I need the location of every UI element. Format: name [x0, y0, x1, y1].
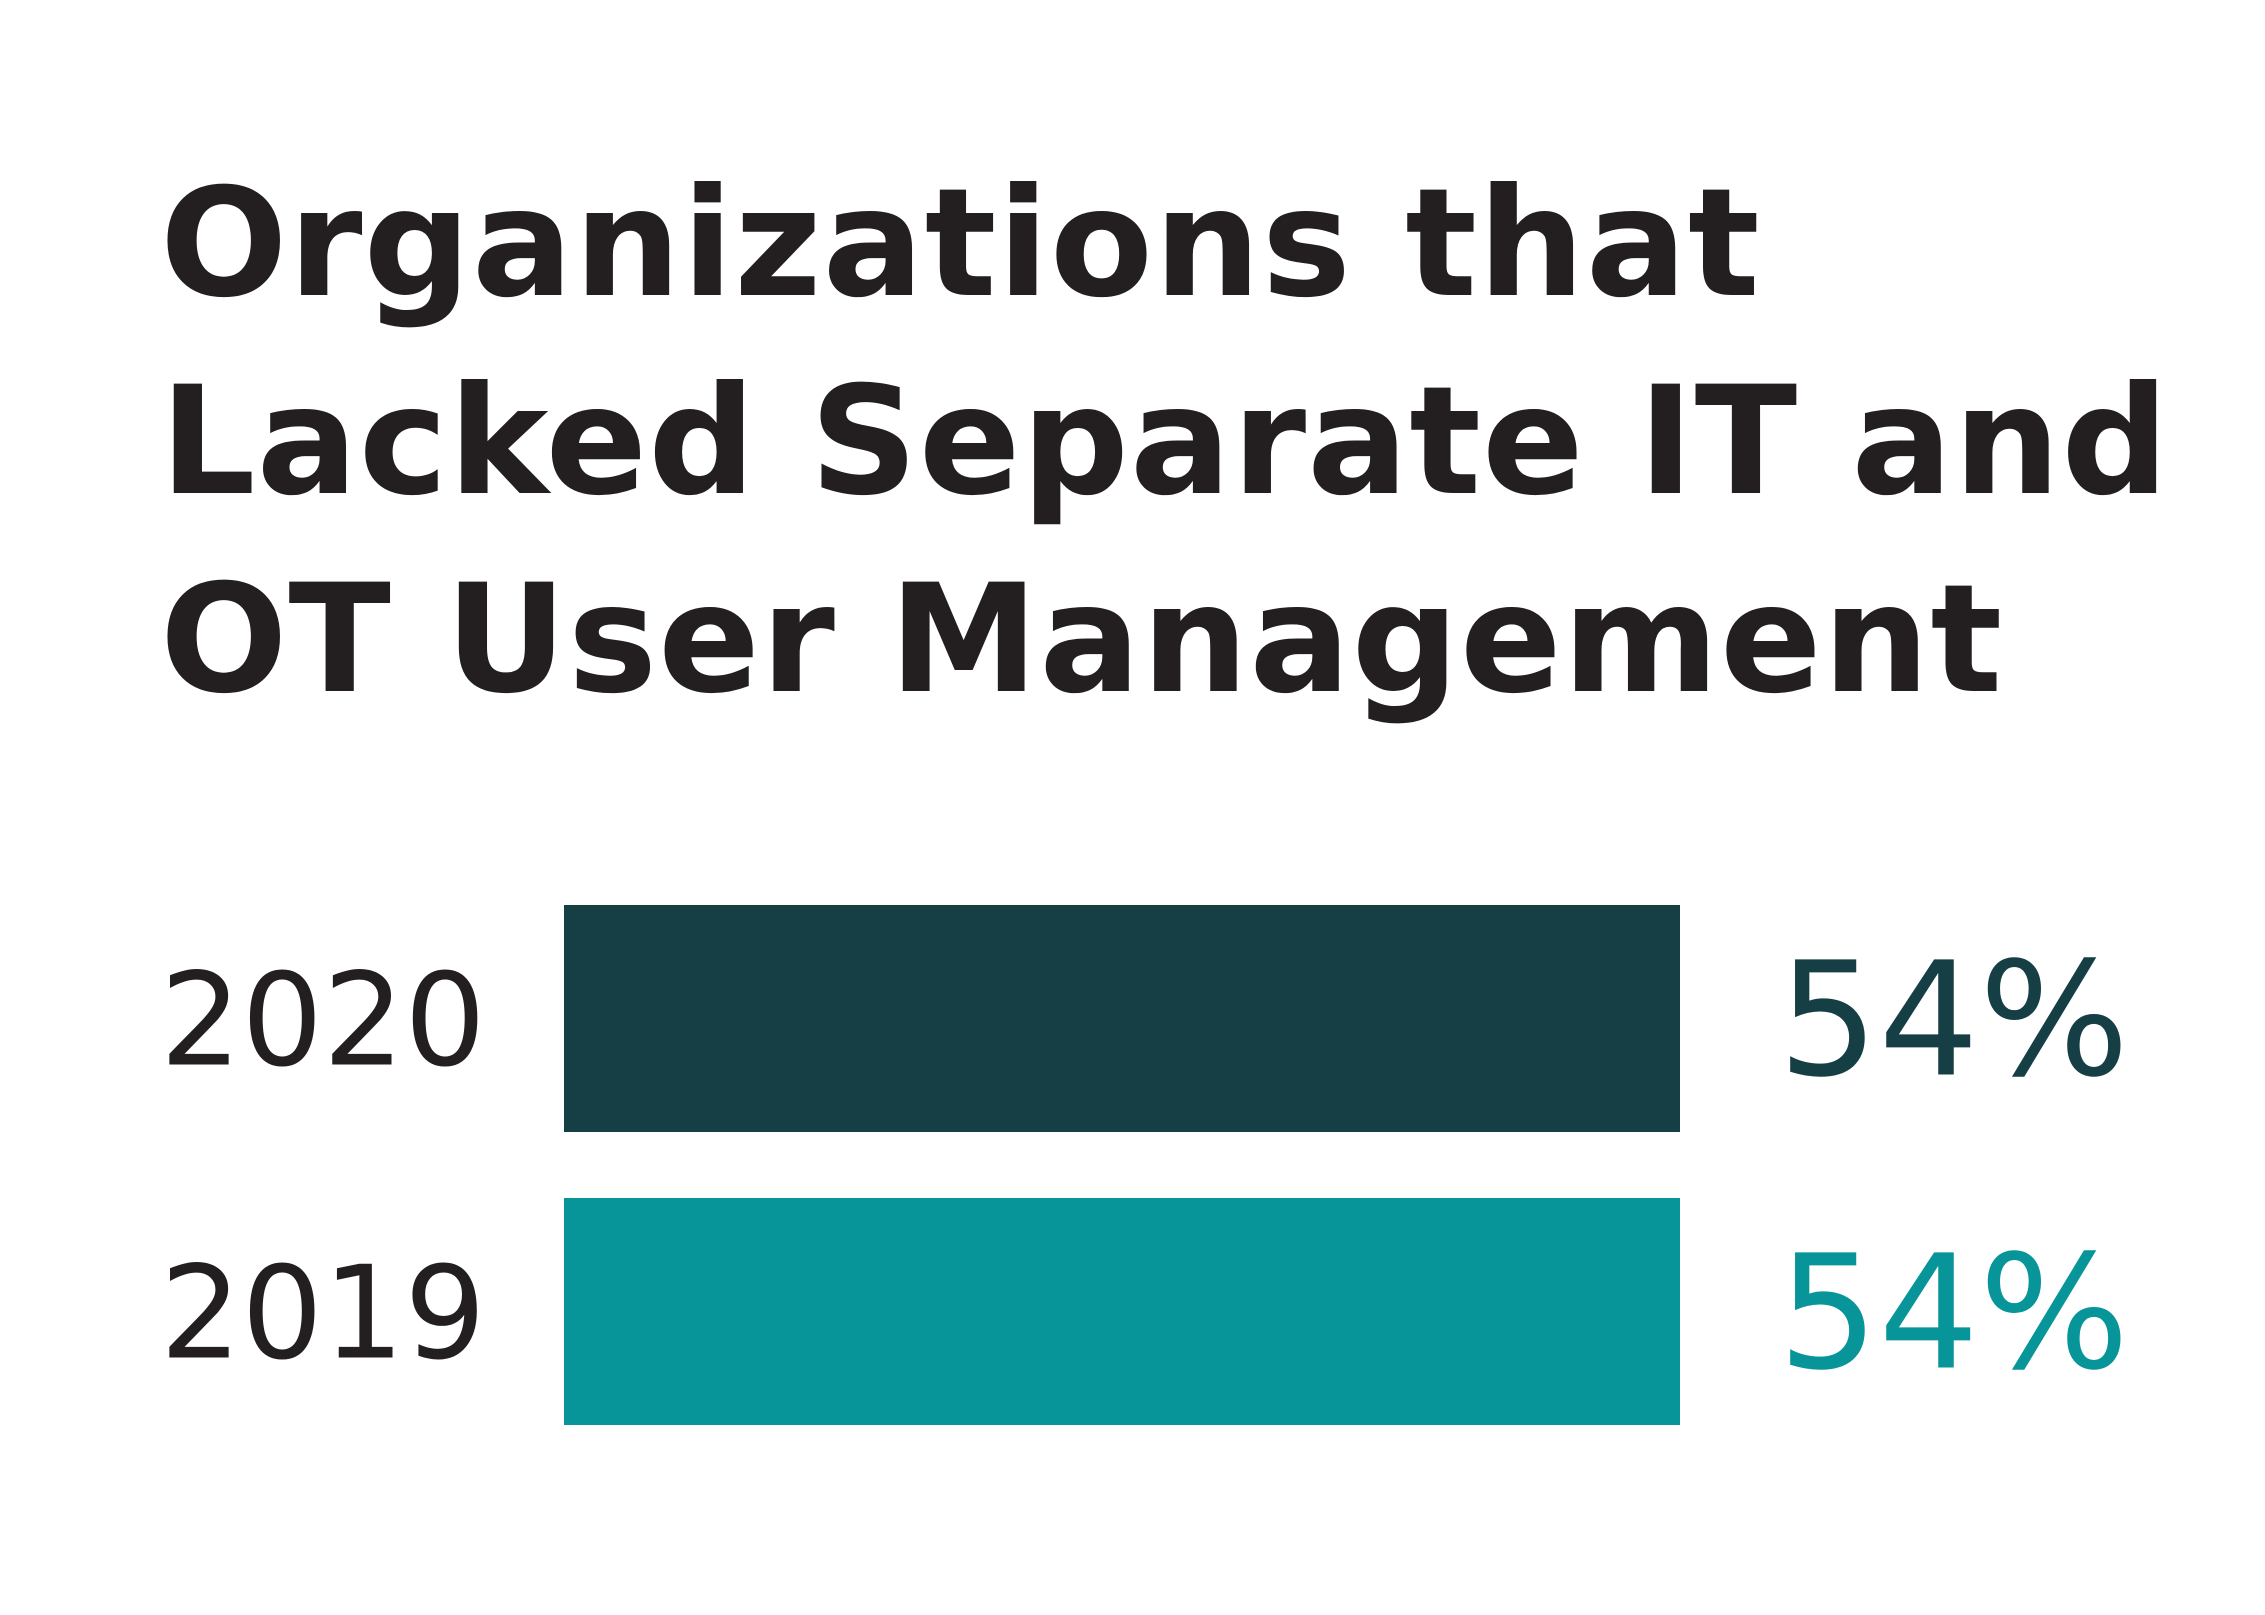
- chart-title: Organizations that Lacked Separate IT an…: [160, 157, 2170, 727]
- category-label: 2020: [160, 947, 486, 1096]
- value-label: 54%: [1778, 929, 2129, 1113]
- bar: [564, 1198, 1680, 1425]
- value-label: 54%: [1778, 1222, 2129, 1406]
- category-label: 2019: [160, 1240, 486, 1389]
- bar: [564, 905, 1680, 1132]
- bars-layer: 2020 54% 2019 54%: [160, 905, 2129, 1425]
